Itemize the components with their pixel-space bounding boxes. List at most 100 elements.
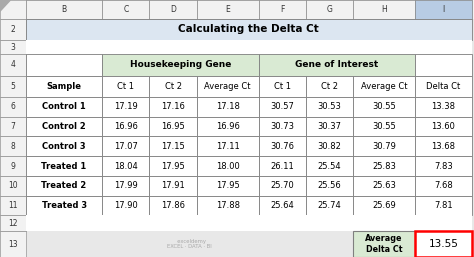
Text: E: E xyxy=(225,5,230,14)
Bar xyxy=(258,117,306,136)
Bar xyxy=(306,136,353,156)
Bar xyxy=(353,76,415,97)
Text: Calculating the Delta Ct: Calculating the Delta Ct xyxy=(179,24,319,34)
Text: 25.70: 25.70 xyxy=(270,181,294,190)
Bar xyxy=(415,0,472,19)
Bar xyxy=(415,176,472,196)
Polygon shape xyxy=(0,0,10,11)
Bar xyxy=(26,136,102,156)
Bar xyxy=(258,0,306,19)
Bar xyxy=(26,176,102,196)
Bar xyxy=(102,76,149,97)
Bar xyxy=(149,40,197,54)
Text: 25.74: 25.74 xyxy=(318,201,341,210)
Bar xyxy=(0,176,26,196)
Text: Control 1: Control 1 xyxy=(42,102,86,111)
Bar xyxy=(26,215,102,231)
Bar xyxy=(415,136,472,156)
Text: F: F xyxy=(280,5,284,14)
Bar xyxy=(197,176,258,196)
Bar xyxy=(258,136,306,156)
Text: 25.69: 25.69 xyxy=(372,201,396,210)
Bar xyxy=(26,117,102,136)
Bar xyxy=(26,19,472,40)
Bar xyxy=(0,0,474,19)
Bar xyxy=(415,0,472,19)
Bar xyxy=(353,0,415,19)
Text: 17.90: 17.90 xyxy=(114,201,137,210)
Bar xyxy=(415,231,472,257)
Bar xyxy=(353,196,415,215)
Text: Treated 3: Treated 3 xyxy=(42,201,87,210)
Bar xyxy=(353,117,415,136)
Bar xyxy=(306,0,353,19)
Bar xyxy=(149,136,197,156)
Bar xyxy=(353,97,415,117)
Bar xyxy=(258,156,306,176)
Bar xyxy=(26,97,102,117)
Bar xyxy=(415,40,472,54)
Bar xyxy=(149,156,197,176)
Bar xyxy=(353,156,415,176)
Text: 2: 2 xyxy=(10,25,16,34)
Bar xyxy=(102,0,149,19)
Bar xyxy=(306,156,353,176)
Text: D: D xyxy=(170,5,176,14)
Text: 25.54: 25.54 xyxy=(318,162,341,171)
Text: 18.00: 18.00 xyxy=(216,162,239,171)
Text: 7.81: 7.81 xyxy=(434,201,453,210)
Text: 17.18: 17.18 xyxy=(216,102,239,111)
Text: 4: 4 xyxy=(10,60,16,69)
Bar xyxy=(258,196,306,215)
Bar xyxy=(258,76,306,97)
Bar xyxy=(149,117,197,136)
Text: 17.16: 17.16 xyxy=(161,102,185,111)
Text: Ct 1: Ct 1 xyxy=(117,82,134,91)
Bar xyxy=(149,196,197,215)
Bar xyxy=(102,40,149,54)
Bar xyxy=(258,40,306,54)
Bar xyxy=(0,97,26,117)
Bar xyxy=(353,231,415,257)
Text: 25.64: 25.64 xyxy=(270,201,294,210)
Bar xyxy=(415,97,472,117)
Text: 18.04: 18.04 xyxy=(114,162,137,171)
Bar xyxy=(197,0,258,19)
Text: 17.11: 17.11 xyxy=(216,142,239,151)
Text: 7: 7 xyxy=(10,122,16,131)
Bar xyxy=(0,117,26,136)
Text: 11: 11 xyxy=(8,201,18,210)
Bar xyxy=(258,215,306,231)
Text: G: G xyxy=(327,5,332,14)
Bar xyxy=(415,156,472,176)
Bar xyxy=(26,0,102,19)
Bar xyxy=(0,156,26,176)
Bar xyxy=(197,136,258,156)
Text: Ct 2: Ct 2 xyxy=(164,82,182,91)
Text: 30.57: 30.57 xyxy=(270,102,294,111)
Bar xyxy=(353,176,415,196)
Bar xyxy=(102,215,149,231)
Bar xyxy=(149,215,197,231)
Bar xyxy=(197,97,258,117)
Text: I: I xyxy=(442,5,445,14)
Text: Average Ct: Average Ct xyxy=(361,82,407,91)
Bar xyxy=(149,76,197,97)
Bar xyxy=(102,54,258,76)
Bar xyxy=(0,54,26,76)
Text: 5: 5 xyxy=(10,82,16,91)
Text: 17.15: 17.15 xyxy=(161,142,185,151)
Text: 13.68: 13.68 xyxy=(431,142,456,151)
Bar xyxy=(258,176,306,196)
Bar xyxy=(149,176,197,196)
Text: 30.76: 30.76 xyxy=(270,142,294,151)
Bar xyxy=(102,117,149,136)
Bar xyxy=(197,196,258,215)
Bar xyxy=(258,97,306,117)
Bar xyxy=(197,40,258,54)
Bar xyxy=(26,0,102,19)
Text: 13.60: 13.60 xyxy=(431,122,455,131)
Bar xyxy=(102,156,149,176)
Bar xyxy=(26,156,102,176)
Text: 25.63: 25.63 xyxy=(372,181,396,190)
